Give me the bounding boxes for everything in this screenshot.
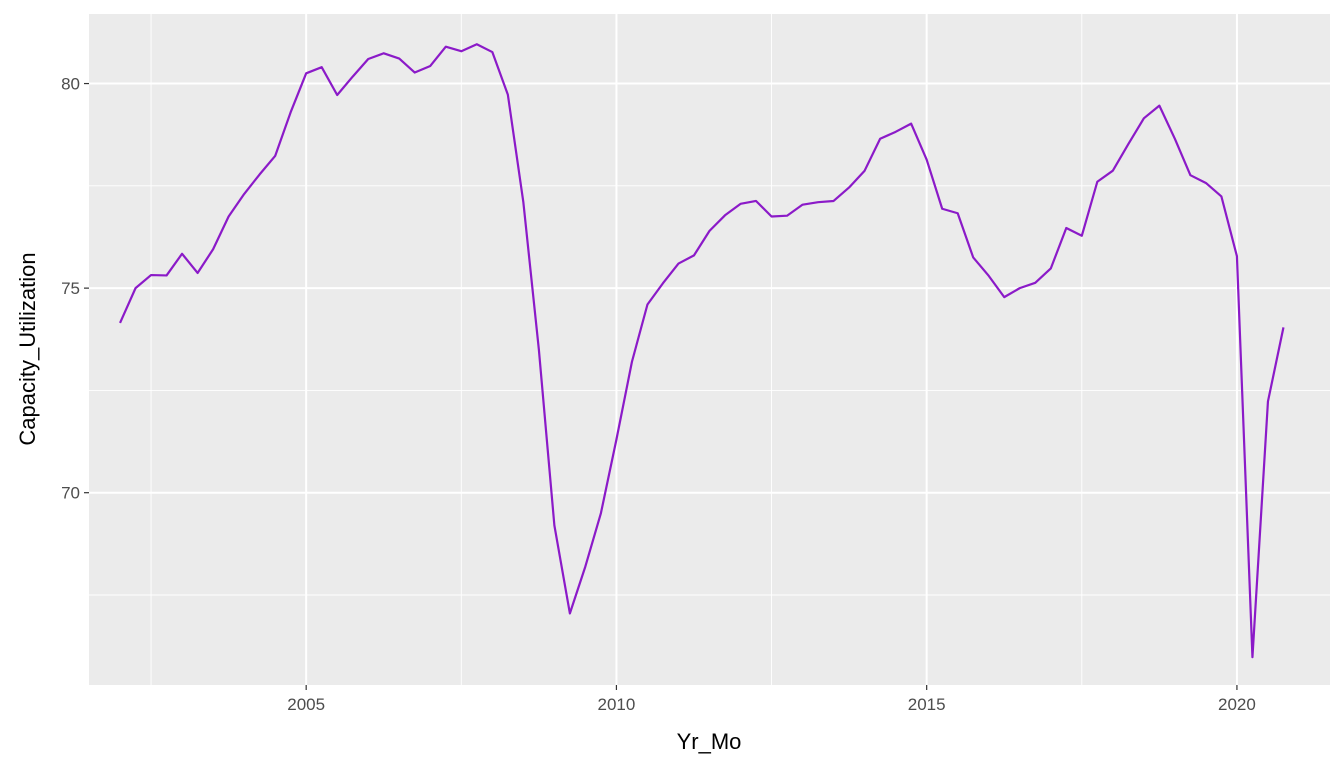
y-tick-label: 75 — [61, 279, 80, 298]
x-tick-label: 2015 — [908, 695, 946, 714]
minor-gridlines — [89, 14, 1330, 685]
x-axis-title: Yr_Mo — [677, 729, 742, 754]
series-line-0 — [119, 43, 1285, 659]
x-tick-label: 2005 — [287, 695, 325, 714]
x-tick-label: 2010 — [598, 695, 636, 714]
major-gridlines — [89, 14, 1330, 685]
series-layer — [119, 43, 1285, 659]
y-axis-title: Capacity_Utilization — [15, 252, 40, 445]
x-tick-label: 2020 — [1218, 695, 1256, 714]
y-tick-label: 80 — [61, 75, 80, 94]
y-tick-label: 70 — [61, 484, 80, 503]
plot-panel — [89, 14, 1330, 685]
x-axis: 2005 2010 2015 2020 — [287, 685, 1256, 714]
y-axis: 70 75 80 — [61, 75, 89, 503]
